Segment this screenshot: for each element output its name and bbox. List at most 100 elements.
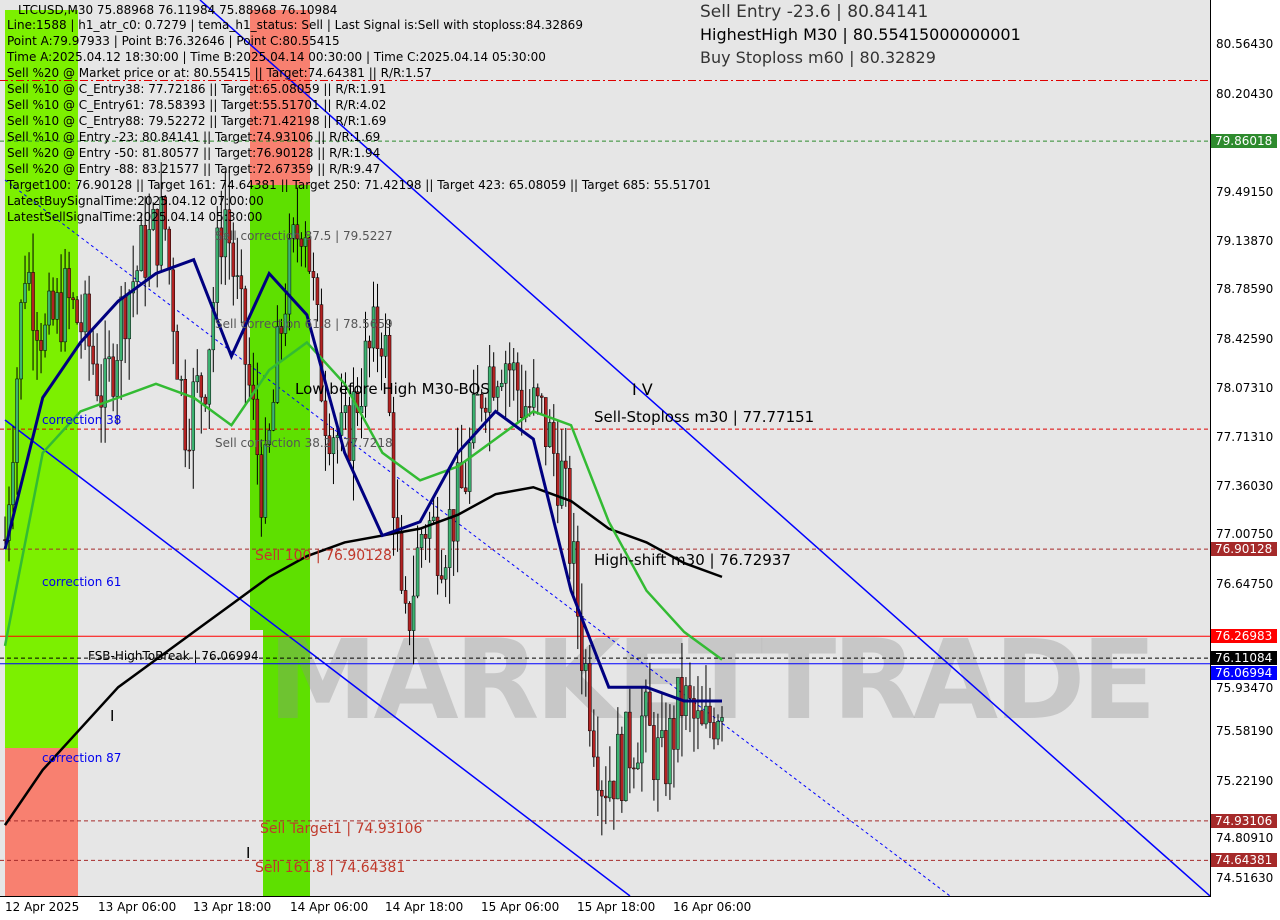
candle-body (463, 487, 468, 492)
candle-body (295, 224, 300, 240)
candle-body (704, 705, 708, 725)
candle-body (75, 299, 79, 323)
candle-body (391, 412, 396, 518)
sell-zone-band-2 (250, 10, 310, 185)
candle-body (19, 302, 23, 380)
candle-body (207, 349, 212, 405)
candle-body (11, 462, 15, 506)
info-line: Sell %10 @ Entry -23: 80.84141 || Target… (7, 130, 381, 144)
candle-body (447, 509, 452, 568)
y-tick-label: 76.64750 (1216, 577, 1274, 592)
candle-body (431, 516, 436, 522)
candle-body (211, 302, 216, 351)
sell-100-label: Sell 100 | 76.90128 (255, 548, 392, 564)
candle-body (127, 292, 131, 340)
candle-body (499, 383, 504, 388)
candle-body (35, 330, 39, 341)
x-tick-label: 15 Apr 18:00 (577, 900, 656, 914)
candle-body (483, 407, 488, 413)
candle-body (552, 422, 556, 454)
candle-body (15, 378, 19, 463)
candle-body (652, 725, 656, 781)
candle-body (668, 718, 672, 785)
buy-zone-band-2 (250, 185, 310, 630)
candle-body (71, 297, 75, 301)
candle-body (680, 677, 684, 716)
candle-body (387, 335, 392, 413)
candle-body (331, 437, 336, 455)
info-line: Point A:79.97933 | Point B:76.32646 | Po… (7, 34, 340, 48)
candle-body (455, 462, 460, 542)
candle-body (491, 366, 496, 398)
candle-body (411, 595, 416, 631)
candle-body (564, 460, 568, 469)
candle-body (43, 324, 47, 351)
correction-61-label: correction 61 (42, 575, 122, 589)
x-tick-label: 14 Apr 18:00 (385, 900, 464, 914)
y-tick-label: 80.20430 (1216, 86, 1274, 101)
candle-body (115, 360, 119, 397)
candle-body (600, 789, 604, 797)
candle-body (99, 395, 103, 408)
candle-body (616, 733, 620, 800)
candle-body (259, 454, 264, 518)
x-tick-label: 13 Apr 06:00 (98, 900, 177, 914)
candle-body (716, 721, 720, 740)
candle-body (708, 705, 712, 723)
price-level-tag: 76.90128 (1211, 542, 1277, 557)
sell-entry-label: Sell Entry -23.6 | 80.84141 (700, 2, 929, 22)
candle-body (315, 277, 320, 305)
price-level-tag: 79.86018 (1211, 134, 1277, 149)
candle-body (375, 306, 380, 349)
candle-body (648, 691, 652, 726)
candle-body (560, 460, 564, 506)
info-line: Target100: 76.90128 || Target 161: 74.64… (7, 178, 711, 192)
y-tick-label: 75.58190 (1216, 724, 1274, 739)
candle-body (219, 227, 224, 258)
fsb-label: FSB-HighToBreak | 76.06994 (88, 649, 259, 663)
candle-body (87, 293, 91, 347)
info-line: Sell %20 @ Entry -88: 83.21577 || Target… (7, 162, 381, 176)
candle-body (640, 715, 644, 764)
candle-body (291, 224, 296, 239)
candle-body (576, 541, 580, 617)
sell-correction-382-label: Sell correction 38.2 | 77.7218 (215, 436, 393, 450)
candle-body (123, 296, 127, 340)
price-level-tag: 74.64381 (1211, 853, 1277, 868)
candle-body (55, 292, 59, 320)
candle-body (644, 691, 648, 717)
sell-stoploss-label: Sell-Stoploss m30 | 77.77151 (594, 408, 815, 426)
info-line: Line:1588 | h1_atr_c0: 0.7279 | tema_h1_… (7, 18, 583, 32)
candle-body (471, 394, 476, 444)
candle-body (271, 402, 276, 431)
candle-body (283, 313, 288, 334)
ma-green-line (3, 340, 723, 661)
marker-label: I (246, 844, 251, 862)
candle-body (147, 229, 151, 278)
candle-body (467, 442, 472, 492)
price-level-tag: 76.06994 (1211, 666, 1277, 681)
sell-correction-618-label: Sell correction 61.8 | 78.5659 (215, 317, 393, 331)
candle-body (67, 268, 71, 299)
candle-body (487, 366, 492, 413)
candle-body (612, 780, 616, 800)
candle-body (544, 397, 548, 447)
candle-body (299, 238, 304, 247)
sell-1618-label: Sell 161.8 | 74.64381 (255, 860, 406, 876)
candle-body (139, 225, 143, 271)
candle-body (572, 541, 576, 564)
candle-body (548, 422, 552, 447)
high-shift-label: High-shift m30 | 76.72937 (594, 551, 791, 569)
candle-body (423, 534, 428, 539)
chart-plot-area[interactable]: MARKETTRADE LTCUSD,M30 75.88968 76.11984… (0, 0, 1211, 897)
candle-body (51, 290, 55, 320)
info-line: Sell %10 @ C_Entry88: 79.52272 || Target… (7, 114, 387, 128)
candle-body (143, 225, 147, 278)
y-tick-label: 78.78590 (1216, 282, 1274, 297)
candle-body (624, 711, 628, 801)
candle-body (187, 449, 192, 452)
candle-body (179, 379, 183, 381)
candle-body (279, 326, 284, 334)
symbol-line: LTCUSD,M30 75.88968 76.11984 75.88968 76… (18, 3, 338, 17)
x-tick-label: 13 Apr 18:00 (193, 900, 272, 914)
